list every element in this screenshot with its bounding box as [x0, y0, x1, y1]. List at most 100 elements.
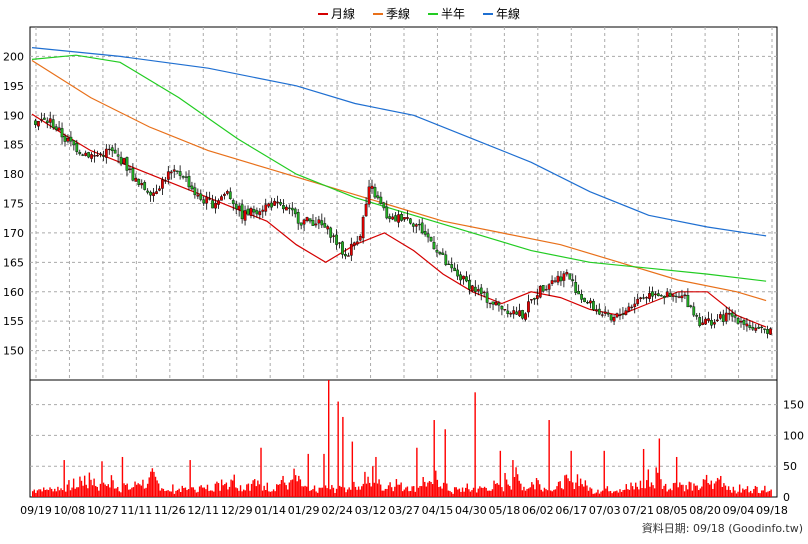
volume-bar: [381, 490, 383, 497]
volume-bar: [102, 482, 105, 497]
candle-body: [140, 183, 144, 186]
candle-body: [698, 317, 702, 326]
volume-bar: [767, 491, 769, 497]
volume-bar: [600, 491, 602, 497]
candle-body: [662, 296, 666, 299]
candle-body: [556, 275, 560, 283]
volume-bar: [398, 484, 401, 497]
candle-body: [267, 203, 271, 207]
volume-bar: [346, 489, 349, 497]
volume-bar: [622, 490, 624, 497]
volume-bar: [712, 488, 714, 497]
volume-bar: [175, 490, 177, 497]
volume-bar: [255, 486, 257, 497]
volume-bar: [361, 486, 363, 497]
volume-bar: [509, 485, 511, 497]
candle-body: [500, 306, 504, 310]
volume-bar: [82, 485, 84, 497]
candle-body: [553, 280, 557, 282]
volume-bar: [609, 490, 612, 497]
volume-bar: [213, 491, 215, 497]
candle-body: [751, 327, 755, 330]
volume-bar: [124, 485, 127, 497]
volume-bar: [419, 486, 421, 497]
volume-bar: [709, 484, 711, 497]
volume-bar: [546, 490, 549, 497]
candle-body: [580, 294, 583, 300]
volume-bar: [254, 479, 256, 497]
volume-bar: [191, 487, 193, 497]
volume-bar: [720, 475, 722, 497]
volume-bar: [214, 483, 217, 497]
candle-body: [57, 127, 61, 131]
volume-bar: [460, 491, 462, 497]
volume-bar: [291, 479, 294, 497]
volume-bar: [68, 480, 70, 497]
volume-bar: [227, 489, 229, 497]
legend-label-2: 半年: [441, 7, 465, 21]
candle-body: [665, 291, 669, 298]
volume-bar: [61, 490, 64, 497]
candle-body: [379, 196, 383, 204]
volume-bar: [424, 481, 426, 497]
volume-bar: [748, 492, 750, 497]
candle-body: [290, 207, 294, 211]
volume-bar: [442, 482, 445, 497]
candle-body: [75, 143, 79, 153]
candle-body: [285, 206, 288, 211]
volume-bar: [589, 487, 591, 497]
volume-bar: [698, 490, 700, 497]
candle-body: [376, 195, 380, 199]
volume-bar: [192, 487, 195, 497]
candle-body: [196, 194, 200, 197]
volume-bar: [409, 490, 412, 497]
volume-bar: [55, 491, 58, 497]
volume-bar: [450, 492, 453, 497]
volume-bar: [727, 486, 730, 497]
volume-bar: [370, 486, 372, 497]
volume-bar: [597, 489, 599, 497]
volume-bar: [225, 482, 228, 497]
candle-body: [565, 272, 569, 275]
volume-bar: [52, 491, 54, 497]
volume-bar: [98, 490, 100, 497]
candle-body: [435, 250, 439, 253]
volume-bar: [205, 489, 207, 497]
volume-bar: [529, 487, 531, 497]
candle-body: [299, 222, 303, 226]
candle-body: [547, 284, 551, 290]
candle-body: [683, 294, 687, 297]
volume-bar: [510, 489, 513, 497]
candle-body: [96, 155, 99, 157]
candle-body: [532, 298, 536, 300]
candle-body: [606, 312, 610, 315]
volume-bar: [167, 490, 169, 497]
candle-body: [34, 120, 37, 125]
volume-bar: [328, 380, 330, 497]
volume-bar: [168, 491, 171, 497]
volume-bar: [66, 484, 69, 497]
volume-bar: [266, 482, 269, 497]
volume-bar: [568, 481, 571, 497]
candle-body: [473, 286, 477, 292]
volume-bar: [625, 484, 627, 497]
volume-bar: [132, 487, 135, 497]
volume-bar: [282, 475, 284, 497]
volume-bar: [477, 488, 479, 497]
ma-line-3: [31, 47, 767, 237]
volume-bar: [309, 490, 311, 497]
candle-body: [583, 297, 586, 302]
volume-bar: [532, 484, 535, 497]
candle-body: [391, 216, 395, 220]
candle-body: [713, 322, 716, 325]
volume-bar: [162, 488, 165, 497]
volume-bar: [542, 491, 544, 497]
candle-body: [326, 226, 330, 230]
candle-body: [220, 196, 223, 201]
x-tick-4: 11/26: [154, 504, 186, 517]
candle-body: [701, 322, 705, 325]
candle-body: [485, 292, 489, 303]
volume-bar: [63, 460, 65, 497]
candle-body: [258, 211, 262, 216]
volume-bar: [257, 480, 259, 497]
